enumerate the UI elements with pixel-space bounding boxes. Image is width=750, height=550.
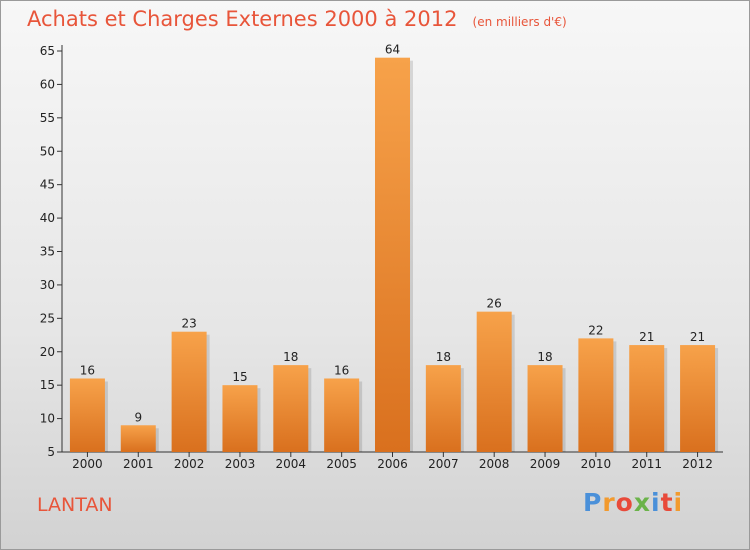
bar: [527, 365, 563, 452]
x-tick-label: 2010: [581, 457, 612, 471]
logo-letter: o: [615, 488, 634, 517]
x-tick-label: 2000: [72, 457, 103, 471]
bar-value-label: 21: [690, 330, 705, 344]
axes: 5 10 15 20 25 30 35 40 45 50 55 60 65 2000 2001 2002 200…: [40, 44, 723, 471]
logo-letter: P: [583, 488, 603, 517]
bar-value-label: 21: [639, 330, 654, 344]
bar-value-label: 18: [436, 350, 451, 364]
y-tick-label: 25: [40, 311, 55, 325]
bar: [324, 378, 360, 452]
chart-title: Achats et Charges Externes 2000 à 2012: [27, 7, 458, 31]
bar-value-label: 18: [537, 350, 552, 364]
bars: [69, 57, 719, 452]
y-tick-label: 55: [40, 111, 55, 125]
x-tick-label: 2002: [174, 457, 205, 471]
bar: [680, 345, 716, 452]
x-tick-label: 2001: [123, 457, 154, 471]
logo-letter: x: [633, 488, 651, 517]
y-tick-label: 20: [40, 345, 55, 359]
x-tick-label: 2011: [631, 457, 662, 471]
bar: [375, 57, 410, 452]
y-tick-label: 30: [40, 278, 55, 292]
x-tick-label: 2006: [377, 457, 408, 471]
logo-letter: i: [651, 488, 661, 517]
y-tick-label: 45: [40, 178, 55, 192]
x-tick-label: 2009: [530, 457, 561, 471]
y-tick-label: 60: [40, 77, 55, 91]
bar: [629, 345, 665, 452]
bar-value-label: 18: [283, 350, 298, 364]
y-tick-label: 10: [40, 412, 55, 426]
bar-value-label: 15: [232, 370, 247, 384]
title-row: Achats et Charges Externes 2000 à 2012 (…: [27, 7, 567, 31]
logo-letter: r: [602, 488, 616, 517]
y-tick-label: 40: [40, 211, 55, 225]
bar: [222, 385, 258, 452]
bar: [425, 365, 461, 452]
bar: [120, 425, 156, 452]
bar-value-label: 64: [385, 43, 400, 57]
bar: [476, 311, 512, 452]
x-tick-label: 2005: [326, 457, 357, 471]
bar-value-label: 16: [334, 363, 349, 377]
x-tick-label: 2007: [428, 457, 459, 471]
y-tick-label: 35: [40, 245, 55, 259]
y-tick-label: 5: [47, 445, 55, 459]
logo-letter: t: [660, 488, 674, 517]
bar-value-label: 26: [487, 297, 502, 311]
bar: [273, 365, 309, 452]
chart-subtitle: (en milliers d'€): [472, 15, 567, 29]
location-name: LANTAN: [37, 494, 113, 516]
bar-value-label: 9: [134, 410, 142, 424]
x-tick-label: 2004: [276, 457, 307, 471]
bar: [69, 378, 105, 452]
y-tick-label: 65: [40, 44, 55, 58]
bar-value-label: 16: [80, 363, 95, 377]
x-tick-label: 2012: [682, 457, 713, 471]
logo-letter: i: [673, 488, 684, 517]
bar-value-label: 23: [181, 317, 196, 331]
bar-value-label: 22: [588, 323, 603, 337]
x-tick-label: 2008: [479, 457, 510, 471]
bar: [578, 338, 614, 452]
proxiti-logo: Proxiti: [583, 488, 683, 517]
bar: [171, 331, 207, 452]
data-labels: 16 9 23 15 18 16 64 18 26 18 22 21 21: [80, 43, 705, 425]
y-tick-label: 15: [40, 378, 55, 392]
y-tick-label: 50: [40, 144, 55, 158]
x-tick-label: 2003: [225, 457, 256, 471]
